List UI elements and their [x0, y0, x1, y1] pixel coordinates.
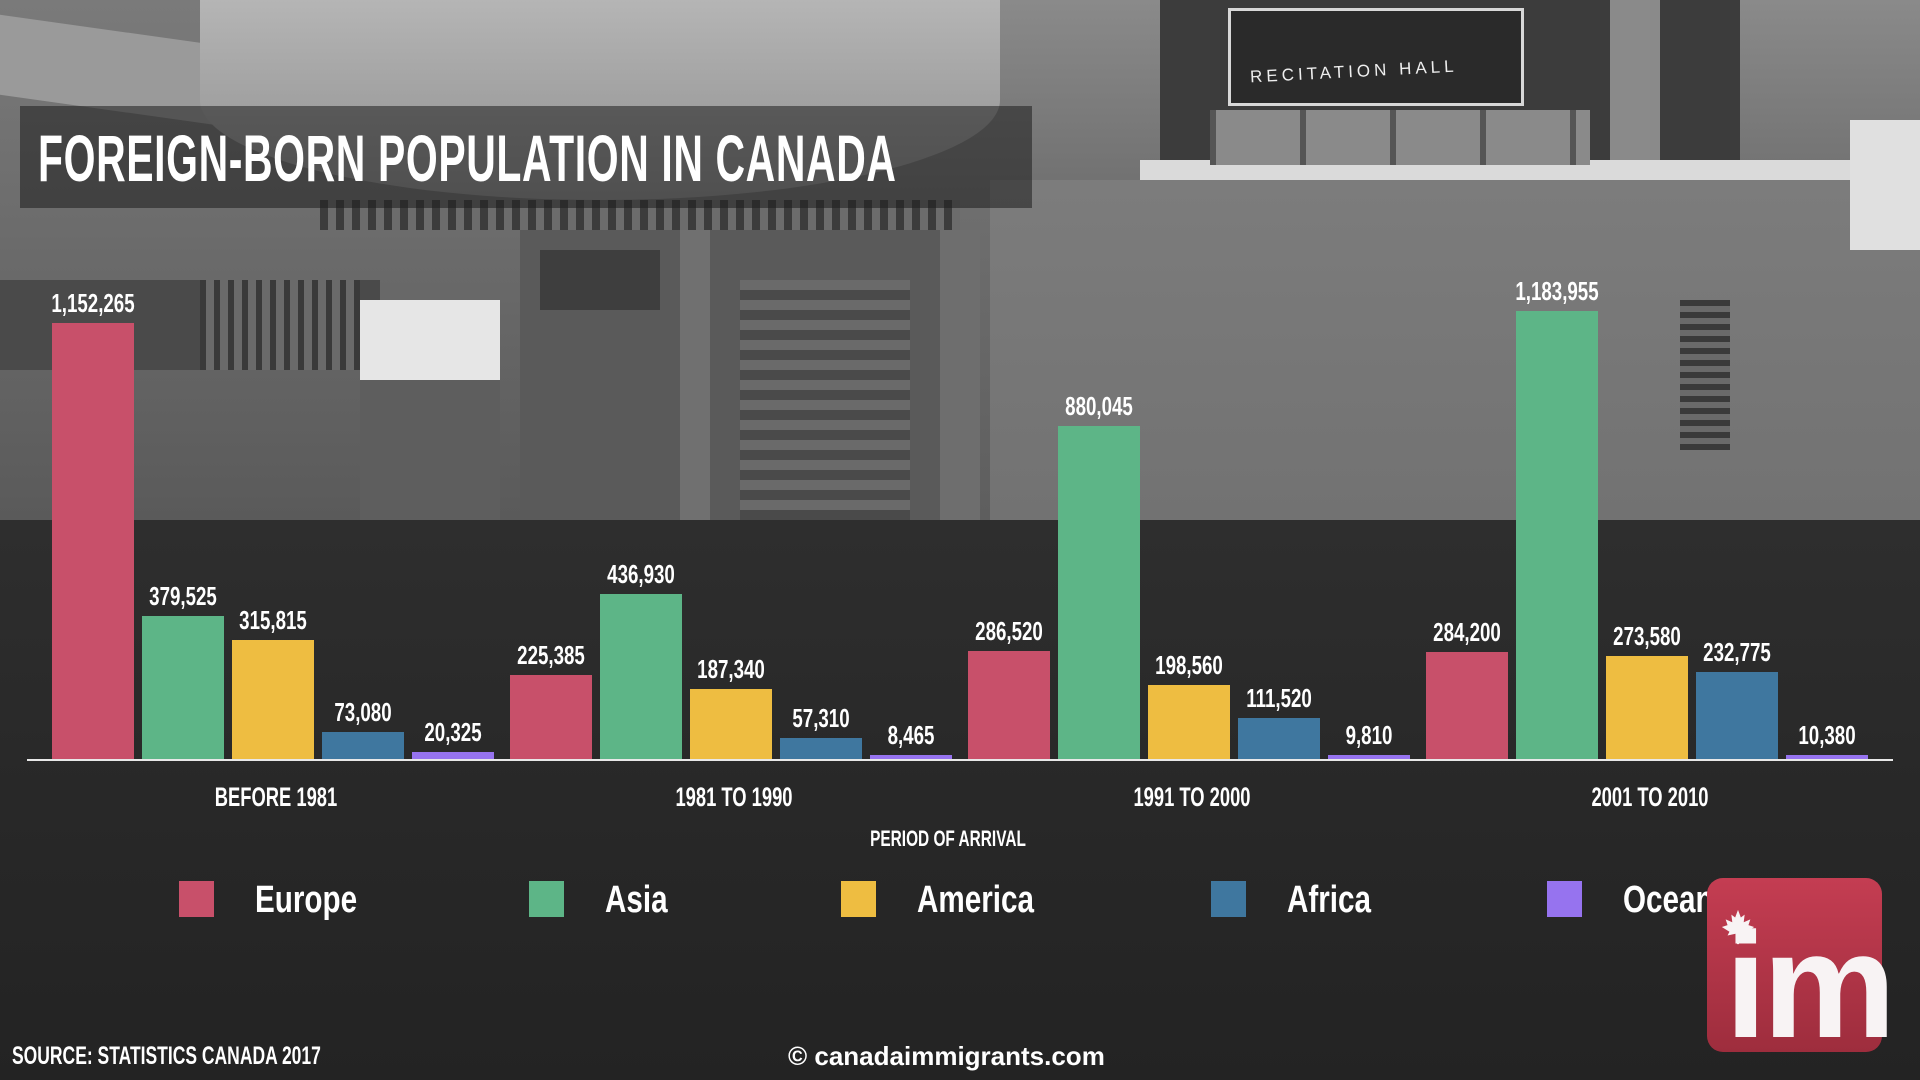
site-logo[interactable]: im — [1707, 878, 1896, 1060]
bar-oceania — [412, 752, 494, 760]
bar-africa — [1696, 672, 1778, 760]
bar-europe — [1426, 652, 1508, 760]
bar-value-label: 880,045 — [1065, 391, 1133, 421]
legend-label-africa: Africa — [1287, 879, 1372, 921]
bar-value-label: 225,385 — [517, 640, 585, 670]
bar-value-label: 20,325 — [424, 717, 482, 747]
bar-value-label: 232,775 — [1703, 637, 1771, 667]
bar-value-label: 284,200 — [1433, 617, 1501, 647]
bar-value-label: 111,520 — [1246, 683, 1312, 713]
bar-europe — [510, 675, 592, 760]
bar-value-label: 187,340 — [697, 654, 765, 684]
legend-swatch-africa — [1211, 881, 1246, 917]
background-photo: RECITATION HALL — [0, 0, 1920, 520]
chart-background — [0, 520, 1920, 1080]
legend-swatch-europe — [179, 881, 214, 917]
bar-europe — [52, 323, 134, 760]
bar-value-label: 57,310 — [792, 703, 850, 733]
bar-value-label: 315,815 — [239, 605, 307, 635]
logo-text: im — [1725, 901, 1896, 1069]
bar-value-label: 73,080 — [334, 697, 392, 727]
category-label: 1981 TO 1990 — [675, 782, 793, 812]
bar-america — [1606, 656, 1688, 760]
bar-africa — [780, 738, 862, 760]
category-label: 2001 TO 2010 — [1591, 782, 1709, 812]
bar-oceania — [1328, 755, 1410, 760]
maple-leaf-icon — [1721, 909, 1755, 945]
bar-america — [690, 689, 772, 760]
bar-asia — [1516, 311, 1598, 760]
copyright-link[interactable]: © canadaimmigrants.com — [788, 1041, 1105, 1071]
bar-value-label: 1,152,265 — [51, 288, 135, 318]
bar-value-label: 379,525 — [149, 581, 217, 611]
title-banner — [20, 106, 1032, 208]
legend-label-asia: Asia — [605, 879, 668, 921]
bar-asia — [142, 616, 224, 760]
bar-value-label: 273,580 — [1613, 621, 1681, 651]
bar-europe — [968, 651, 1050, 760]
bar-america — [1148, 685, 1230, 760]
legend-swatch-asia — [529, 881, 564, 917]
page-title: FOREIGN-BORN POPULATION IN CANADA — [38, 121, 897, 195]
bar-value-label: 10,380 — [1798, 720, 1856, 750]
bar-value-label: 286,520 — [975, 616, 1043, 646]
bar-oceania — [1786, 755, 1868, 760]
x-axis-line — [27, 759, 1893, 761]
source-note: SOURCE: STATISTICS CANADA 2017 — [12, 1042, 321, 1070]
x-axis-title: PERIOD OF ARRIVAL — [870, 826, 1026, 851]
legend-swatch-america — [841, 881, 876, 917]
bar-value-label: 436,930 — [607, 559, 675, 589]
bar-africa — [1238, 718, 1320, 760]
bar-asia — [1058, 426, 1140, 760]
bar-value-label: 1,183,955 — [1515, 276, 1599, 306]
bar-oceania — [870, 755, 952, 760]
bar-africa — [322, 732, 404, 760]
bar-value-label: 8,465 — [887, 720, 935, 750]
category-label: 1991 TO 2000 — [1133, 782, 1251, 812]
bar-value-label: 198,560 — [1155, 650, 1223, 680]
category-label: BEFORE 1981 — [214, 782, 338, 812]
legend-label-europe: Europe — [255, 879, 358, 921]
legend-label-america: America — [917, 879, 1034, 921]
bar-america — [232, 640, 314, 760]
bar-asia — [600, 594, 682, 760]
legend-swatch-oceania — [1547, 881, 1582, 917]
bar-value-label: 9,810 — [1345, 720, 1393, 750]
